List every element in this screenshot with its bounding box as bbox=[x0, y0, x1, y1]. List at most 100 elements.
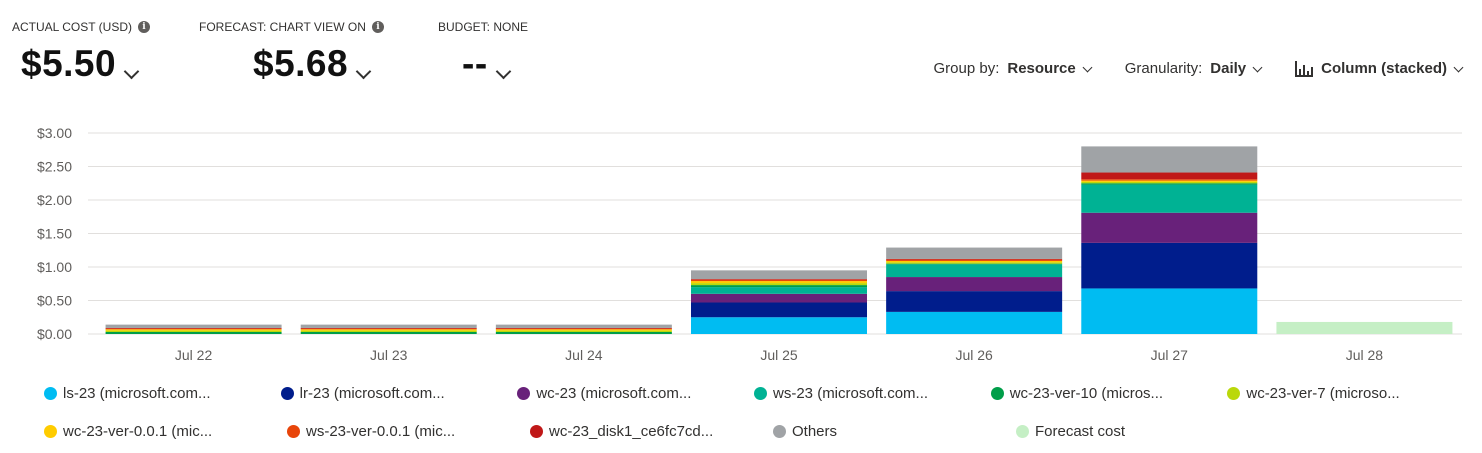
info-icon[interactable]: i bbox=[371, 21, 384, 33]
bar-segment[interactable] bbox=[495, 328, 672, 330]
bar-segment[interactable] bbox=[1081, 146, 1258, 173]
x-tick-label: Jul 24 bbox=[565, 347, 603, 363]
chevron-down-icon bbox=[1082, 62, 1093, 72]
forecast-value-row[interactable]: $5.68 bbox=[253, 43, 384, 85]
y-tick-label: $0.00 bbox=[37, 326, 72, 342]
bar-segment[interactable] bbox=[691, 302, 867, 318]
legend-item[interactable]: ls-23 (microsoft.com... bbox=[44, 385, 281, 402]
bar-segment[interactable] bbox=[886, 258, 1063, 260]
budget-kpi[interactable]: BUDGET: NONE -- bbox=[438, 20, 528, 85]
bar-segment[interactable] bbox=[691, 293, 867, 303]
bar-segment[interactable] bbox=[105, 330, 282, 332]
bar-segment[interactable] bbox=[691, 283, 867, 286]
legend-item[interactable]: lr-23 (microsoft.com... bbox=[280, 385, 518, 402]
x-tick-label: Jul 25 bbox=[760, 347, 798, 363]
legend-label: ws-23 (microsoft.com... bbox=[773, 384, 929, 402]
legend-row: ls-23 (microsoft.com... lr-23 (microsoft.… bbox=[44, 374, 1464, 412]
bar-segment[interactable] bbox=[300, 324, 477, 328]
legend-item[interactable]: wc-23 (microsoft.com... bbox=[517, 385, 754, 402]
forecast-kpi[interactable]: FORECAST: CHART VIEW ON i $5.68 bbox=[199, 20, 384, 85]
bar-segment[interactable] bbox=[105, 331, 282, 334]
actual-cost-label: ACTUAL COST (USD) bbox=[12, 20, 133, 34]
bar-segment[interactable] bbox=[691, 285, 867, 288]
bar-segment[interactable] bbox=[495, 330, 672, 332]
bar-segment[interactable] bbox=[495, 329, 672, 331]
bar-segment[interactable] bbox=[105, 328, 282, 330]
bar-segment[interactable] bbox=[495, 324, 672, 328]
bar-segment[interactable] bbox=[886, 259, 1063, 261]
actual-cost-value-row[interactable]: $5.50 bbox=[21, 43, 150, 85]
legend-item[interactable]: wc-23-ver-7 (microso... bbox=[1227, 385, 1464, 402]
bar-segment[interactable] bbox=[886, 247, 1063, 259]
budget-label-row: BUDGET: NONE bbox=[438, 20, 528, 34]
bar-segment[interactable] bbox=[1276, 321, 1453, 334]
x-tick-label: Jul 26 bbox=[955, 347, 993, 363]
bar-segment[interactable] bbox=[691, 287, 867, 294]
bar-segment[interactable] bbox=[105, 327, 282, 329]
bar-segment[interactable] bbox=[1081, 242, 1258, 289]
bar-segment[interactable] bbox=[495, 327, 672, 329]
legend-item[interactable]: wc-23-ver-0.0.1 (mic... bbox=[44, 423, 287, 440]
bar-segment[interactable] bbox=[691, 281, 867, 284]
legend-label: wc-23-ver-10 (micros... bbox=[1009, 384, 1164, 402]
legend-label: Others bbox=[792, 422, 838, 440]
bar-segment[interactable] bbox=[300, 327, 477, 329]
bar-segment[interactable] bbox=[300, 330, 477, 332]
y-tick-label: $1.00 bbox=[37, 259, 72, 275]
info-icon[interactable]: i bbox=[138, 21, 151, 33]
bar-segment[interactable] bbox=[886, 262, 1063, 264]
legend-item[interactable]: Forecast cost bbox=[1016, 423, 1259, 440]
bar-segment[interactable] bbox=[691, 279, 867, 280]
bar-segment[interactable] bbox=[1081, 212, 1258, 243]
bar-segment[interactable] bbox=[1081, 180, 1258, 182]
chevron-down-icon bbox=[1453, 62, 1464, 72]
granularity-dropdown[interactable]: Granularity: Daily bbox=[1124, 60, 1263, 77]
legend-label: wc-23_disk1_ce6fc7cd... bbox=[549, 422, 714, 440]
chevron-down-icon[interactable] bbox=[495, 63, 511, 80]
legend-item[interactable]: ws-23 (microsoft.com... bbox=[754, 385, 991, 402]
bar-segment[interactable] bbox=[105, 324, 282, 328]
actual-cost-kpi[interactable]: ACTUAL COST (USD) i $5.50 bbox=[12, 20, 151, 85]
group-by-dropdown[interactable]: Group by: Resource bbox=[934, 60, 1093, 77]
bar-segment[interactable] bbox=[300, 331, 477, 334]
forecast-value: $5.68 bbox=[253, 43, 349, 84]
column-chart-icon bbox=[1295, 60, 1314, 77]
chart-type-value: Column (stacked) bbox=[1321, 60, 1447, 77]
bar-segment[interactable] bbox=[691, 317, 867, 334]
y-tick-label: $0.50 bbox=[37, 293, 72, 309]
bar-segment[interactable] bbox=[1081, 183, 1258, 185]
bar-segment[interactable] bbox=[1081, 172, 1258, 180]
bar-segment[interactable] bbox=[691, 279, 867, 282]
budget-value-row[interactable]: -- bbox=[462, 43, 528, 85]
granularity-prefix: Granularity: bbox=[1124, 60, 1203, 77]
bar-segment[interactable] bbox=[1081, 184, 1258, 213]
legend-item[interactable]: wc-23_disk1_ce6fc7cd... bbox=[530, 423, 773, 440]
bar-segment[interactable] bbox=[300, 329, 477, 331]
bar-segment[interactable] bbox=[105, 329, 282, 331]
bar-segment[interactable] bbox=[886, 277, 1063, 292]
y-tick-label: $2.00 bbox=[37, 192, 72, 208]
bar-segment[interactable] bbox=[886, 311, 1063, 334]
legend-label: ls-23 (microsoft.com... bbox=[63, 384, 211, 402]
bar-segment[interactable] bbox=[1081, 181, 1258, 184]
bar-segment[interactable] bbox=[691, 270, 867, 280]
legend-item[interactable]: Others bbox=[773, 423, 1016, 440]
bar-segment[interactable] bbox=[1081, 288, 1258, 334]
chart-type-dropdown[interactable]: Column (stacked) bbox=[1295, 60, 1464, 77]
chevron-down-icon[interactable] bbox=[123, 63, 140, 80]
cost-chart: $0.00 $0.50 $1.00 $1.50 $2.00 $2.50 $3.00 Jul 2… bbox=[37, 125, 1462, 363]
chevron-down-icon[interactable] bbox=[355, 63, 372, 80]
bar-segment[interactable] bbox=[886, 263, 1063, 265]
bar-segment[interactable] bbox=[886, 264, 1063, 278]
bar-segment[interactable] bbox=[886, 291, 1063, 312]
bar-segment[interactable] bbox=[886, 260, 1063, 263]
legend-swatch bbox=[44, 386, 57, 400]
actual-cost-label-row: ACTUAL COST (USD) i bbox=[12, 20, 151, 34]
legend-swatch bbox=[990, 386, 1004, 400]
y-tick-label: $1.50 bbox=[37, 226, 72, 242]
bar-segment[interactable] bbox=[495, 331, 672, 334]
bar-segment[interactable] bbox=[1081, 179, 1258, 181]
bar-segment[interactable] bbox=[300, 328, 477, 330]
legend-item[interactable]: wc-23-ver-10 (micros... bbox=[990, 384, 1228, 402]
legend-item[interactable]: ws-23-ver-0.0.1 (mic... bbox=[287, 423, 530, 440]
